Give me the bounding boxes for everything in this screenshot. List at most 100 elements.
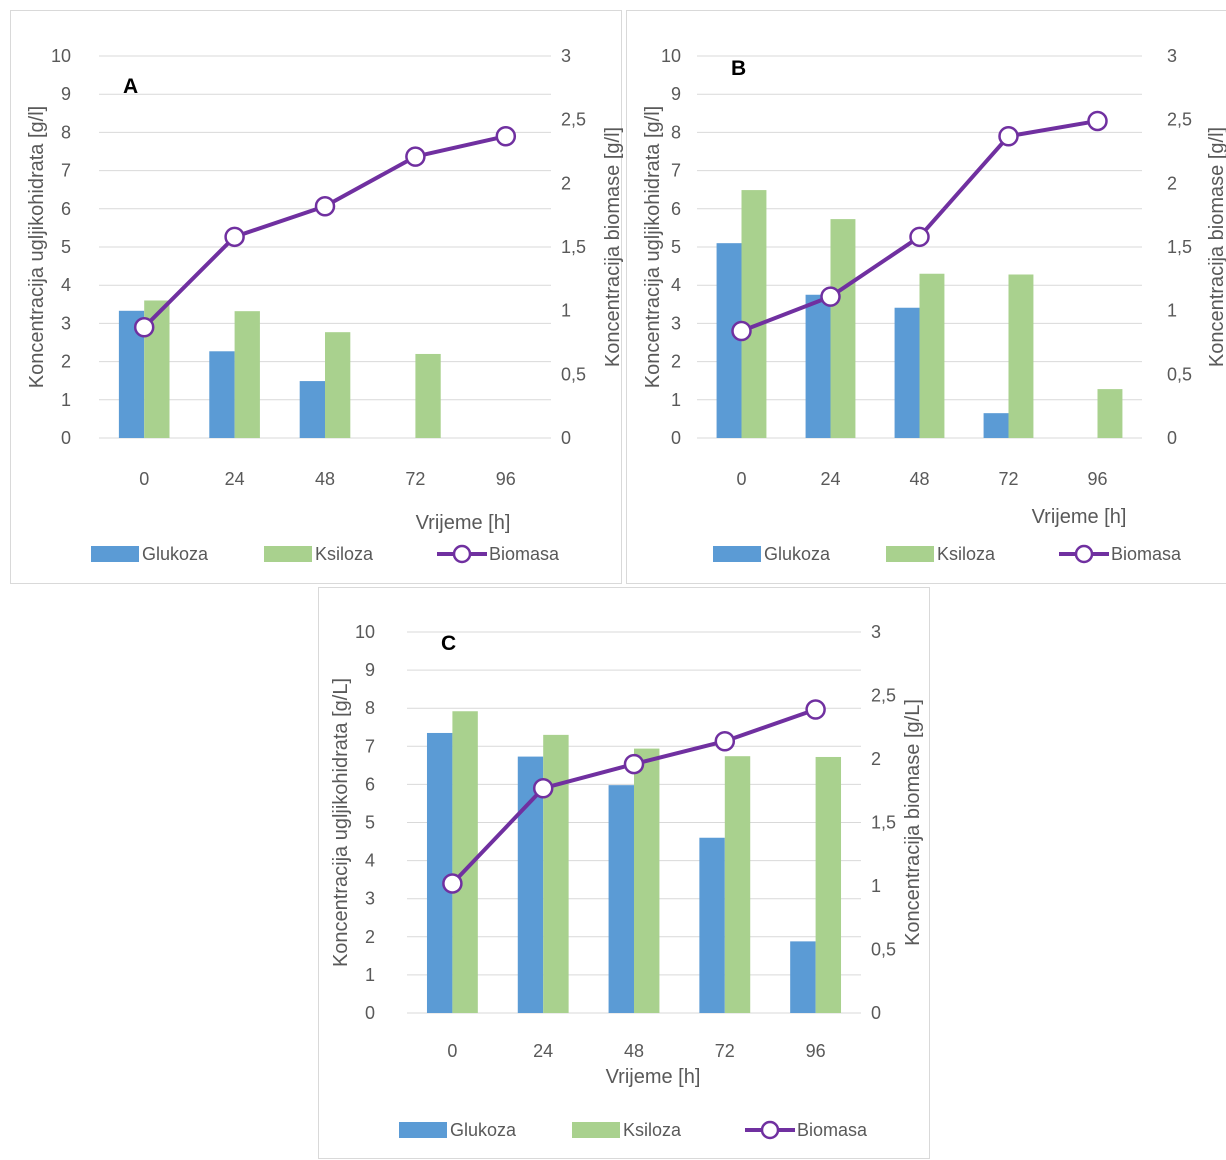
legend-marker-biomasa: [1074, 544, 1094, 564]
legend-label: Biomasa: [489, 544, 560, 564]
point-biomasa: [805, 699, 826, 720]
x-tick-label: 96: [496, 469, 516, 489]
x-tick-label: 0: [139, 469, 149, 489]
point-biomasa: [820, 286, 841, 307]
bar-glukoza: [608, 785, 634, 1013]
legend-swatch-glukoza: [91, 546, 139, 562]
bar-ksiloza: [234, 311, 260, 438]
x-tick-label: 24: [533, 1041, 553, 1061]
y-tick-label: 8: [61, 122, 71, 142]
panel-letter: A: [123, 75, 138, 98]
legend-label: Glukoza: [764, 544, 831, 564]
bar-ksiloza: [724, 756, 751, 1013]
y-tick-label: 2: [671, 352, 681, 372]
x-tick-label: 0: [447, 1041, 457, 1061]
point-biomasa: [1087, 110, 1108, 132]
y2-tick-label: 0: [871, 1003, 881, 1023]
chart-b-svg: 0 1 2 3 4 5 6 7 8 9 10 0 0,5 1 1,5 2 2,5 3 B 0 24 48 72 96 Konce…: [642, 46, 1226, 564]
y-tick-label: 5: [61, 237, 71, 257]
y-tick-label: 2: [61, 352, 71, 372]
bar-ksiloza: [415, 353, 441, 438]
y2-tick-label: 1: [561, 301, 571, 321]
x-tick-label: 72: [405, 469, 425, 489]
x-axis-title: Vrijeme [h]: [1032, 506, 1127, 528]
y2-tick-label: 0,5: [871, 940, 896, 960]
point-biomasa: [495, 125, 517, 147]
y2-tick-label: 0: [1167, 428, 1177, 448]
y-tick-label: 8: [365, 698, 375, 718]
point-biomasa: [532, 777, 554, 799]
y-tick-label: 4: [365, 851, 375, 871]
y-axis-title: Koncentracija ugljikohidrata [g/l]: [26, 106, 48, 388]
x-tick-label: 96: [806, 1041, 826, 1061]
legend-label: Ksiloza: [937, 544, 996, 564]
x-axis-title: Vrijeme [h]: [606, 1066, 701, 1088]
panel-letter: C: [441, 632, 456, 655]
y-tick-label: 3: [671, 313, 681, 333]
chart-c-svg: 0 1 2 3 4 5 6 7 8 9 10 0 0,5 1 1,5 2 2,5 3 C 0 24 48 72 96 Konce…: [330, 622, 924, 1140]
point-biomasa: [998, 125, 1019, 147]
y-tick-label: 2: [365, 927, 375, 947]
y2-tick-label: 0,5: [561, 364, 586, 384]
x-tick-label: 72: [998, 469, 1018, 489]
y-tick-label: 6: [671, 199, 681, 219]
point-biomasa: [909, 226, 930, 248]
bar-ksiloza: [741, 190, 767, 438]
y2-tick-label: 1,5: [561, 237, 586, 257]
x-axis-title: Vrijeme [h]: [416, 512, 511, 534]
chart-panel-a: 0 1 2 3 4 5 6 7 8 9 10 0 0,5 1 1,5 2 2,5 3 A 0 24 48 72 96 Konce…: [10, 10, 624, 584]
y-tick-label: 6: [365, 774, 375, 794]
y-tick-label: 10: [355, 622, 375, 642]
y2-tick-label: 1,5: [871, 813, 896, 833]
y2-tick-label: 2,5: [871, 686, 896, 706]
y2-axis-title: Koncentracija biomase [g/l]: [1206, 127, 1226, 367]
legend-label: Ksiloza: [315, 544, 374, 564]
x-tick-label: 48: [624, 1041, 644, 1061]
y-tick-label: 6: [61, 199, 71, 219]
legend-label: Biomasa: [1111, 544, 1182, 564]
y-tick-label: 5: [365, 813, 375, 833]
bar-glukoza: [983, 413, 1009, 438]
x-tick-label: 48: [909, 469, 929, 489]
x-tick-label: 24: [225, 469, 245, 489]
y-tick-label: 0: [671, 428, 681, 448]
y-tick-label: 8: [671, 122, 681, 142]
y-tick-label: 9: [671, 84, 681, 104]
y-tick-label: 10: [51, 46, 71, 66]
y2-tick-label: 1: [871, 876, 881, 896]
bar-glukoza: [790, 941, 816, 1013]
bar-glukoza: [894, 307, 920, 438]
y-axis-title: Koncentracija ugljikohidrata [g/l]: [642, 106, 664, 388]
bar-ksiloza: [830, 219, 856, 438]
y-tick-label: 1: [365, 965, 375, 985]
y-tick-label: 3: [61, 313, 71, 333]
point-biomasa: [133, 316, 155, 338]
y-axis-title: Koncentracija ugljikohidrata [g/L]: [330, 678, 352, 967]
y-tick-label: 10: [661, 46, 681, 66]
bar-ksiloza: [919, 273, 945, 438]
legend-label: Glukoza: [450, 1120, 517, 1140]
bar-ksiloza: [1097, 389, 1123, 438]
bar-ksiloza: [1008, 274, 1034, 438]
y-tick-label: 7: [61, 161, 71, 181]
y2-tick-label: 3: [561, 46, 571, 66]
x-tick-label: 24: [820, 469, 840, 489]
point-biomasa: [623, 753, 645, 775]
legend-swatch-ksiloza: [264, 546, 312, 562]
legend-swatch-ksiloza: [886, 546, 934, 562]
y2-tick-label: 2,5: [1167, 110, 1192, 130]
y2-tick-label: 1: [1167, 301, 1177, 321]
point-biomasa: [714, 730, 736, 752]
bar-ksiloza: [634, 748, 660, 1013]
point-biomasa: [731, 320, 752, 342]
legend-label: Glukoza: [142, 544, 209, 564]
x-tick-label: 96: [1087, 469, 1107, 489]
y2-tick-label: 2,5: [561, 110, 586, 130]
legend-marker-biomasa: [452, 544, 472, 564]
point-biomasa: [442, 873, 463, 894]
bar-ksiloza: [815, 756, 842, 1013]
y2-axis-title: Koncentracija biomase [g/L]: [902, 699, 924, 946]
bar-glukoza: [426, 732, 453, 1013]
legend-swatch-ksiloza: [572, 1122, 620, 1138]
chart-a-svg: 0 1 2 3 4 5 6 7 8 9 10 0 0,5 1 1,5 2 2,5 3 A 0 24 48 72 96 Konce…: [26, 46, 624, 564]
